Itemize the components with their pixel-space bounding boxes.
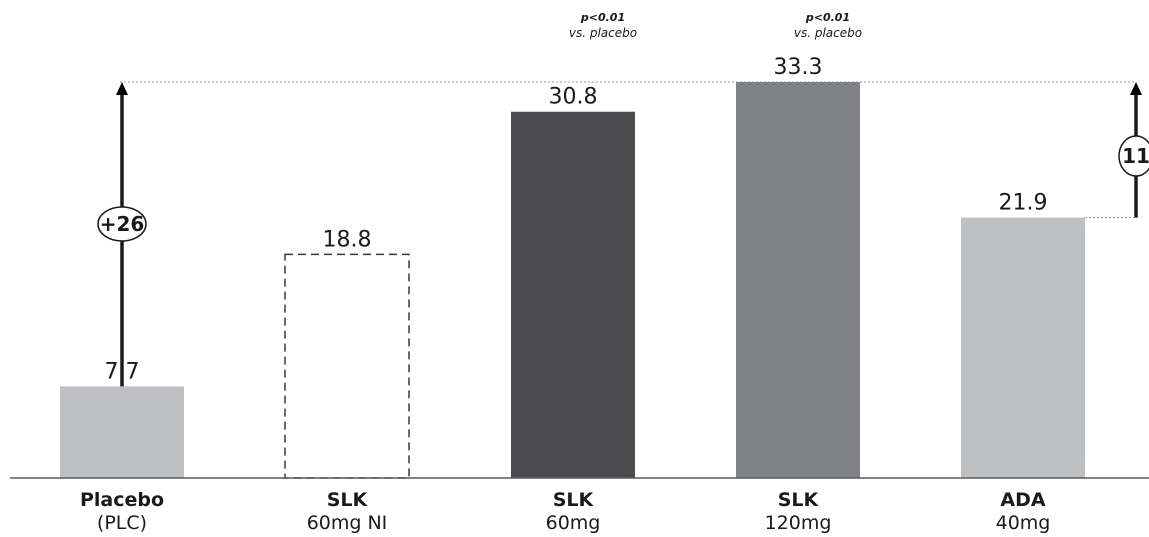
category-label-3: SLK (778, 489, 820, 511)
bars (60, 82, 1085, 479)
difference-label-0: +26 (100, 212, 145, 236)
value-label-2: 30.8 (549, 85, 598, 110)
arrow-head-0 (116, 82, 128, 95)
difference-badge-1 (1118, 135, 1149, 177)
bar-3 (736, 82, 860, 478)
category-label-0: Placebo (80, 489, 164, 511)
bar-4 (961, 217, 1085, 478)
category-sublabel-4: 40mg (996, 512, 1051, 534)
arrow-head-1 (1130, 82, 1142, 95)
category-sublabel-0: (PLC) (97, 512, 147, 534)
category-label-2: SLK (553, 489, 595, 511)
difference-badge-0 (97, 206, 147, 242)
value-label-1: 18.8 (323, 227, 372, 252)
category-sublabel-3: 120mg (765, 512, 832, 534)
category-label-4: ADA (1000, 489, 1045, 511)
value-label-3: 33.3 (774, 55, 823, 80)
p-value-sublabel-1: vs. placebo (794, 26, 862, 40)
difference-arrows: +26 11 (97, 82, 1149, 387)
bar-0 (60, 386, 184, 478)
category-sublabel-2: 60mg (546, 512, 601, 534)
bar-1 (284, 253, 410, 479)
reference-lines (120, 81, 1136, 219)
category-sublabel-1: 60mg NI (307, 512, 388, 534)
bar-2 (511, 111, 635, 478)
value-label-4: 21.9 (999, 191, 1048, 216)
category-label-1: SLK (327, 489, 369, 511)
value-label-0: 7.7 (105, 359, 140, 384)
difference-label-1: 11 (1122, 144, 1149, 168)
p-value-label-1: p<0.01 (805, 11, 850, 24)
p-value-label-0: p<0.01 (580, 11, 625, 24)
p-value-sublabel-0: vs. placebo (569, 26, 637, 40)
